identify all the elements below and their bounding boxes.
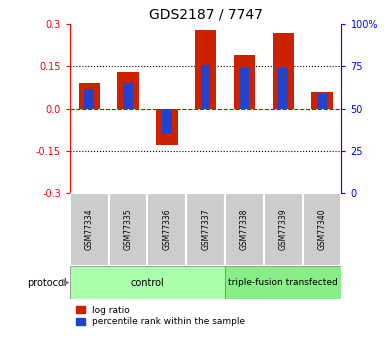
Text: GSM77337: GSM77337 — [201, 209, 210, 250]
FancyBboxPatch shape — [147, 193, 186, 266]
Bar — [240, 68, 249, 109]
FancyBboxPatch shape — [109, 193, 147, 266]
FancyBboxPatch shape — [303, 193, 341, 266]
FancyBboxPatch shape — [186, 193, 225, 266]
Bar — [78, 83, 100, 109]
FancyBboxPatch shape — [225, 193, 264, 266]
Bar — [317, 93, 327, 109]
Text: GSM77338: GSM77338 — [240, 209, 249, 250]
Bar — [279, 68, 288, 109]
Text: GSM77336: GSM77336 — [162, 209, 171, 250]
Text: triple-fusion transfected: triple-fusion transfected — [229, 278, 338, 287]
Text: protocol: protocol — [28, 278, 67, 287]
Text: GSM77340: GSM77340 — [317, 209, 327, 250]
Bar — [123, 83, 133, 109]
Bar — [272, 32, 294, 109]
Bar — [195, 30, 216, 109]
Bar — [234, 55, 255, 109]
FancyBboxPatch shape — [70, 193, 109, 266]
Bar — [201, 65, 210, 109]
Bar — [311, 92, 333, 109]
Text: GSM77335: GSM77335 — [123, 209, 133, 250]
Bar — [85, 89, 94, 109]
Title: GDS2187 / 7747: GDS2187 / 7747 — [149, 8, 263, 22]
Bar — [117, 72, 139, 109]
FancyBboxPatch shape — [264, 193, 303, 266]
Text: GSM77334: GSM77334 — [85, 209, 94, 250]
Text: control: control — [131, 278, 164, 287]
Legend: log ratio, percentile rank within the sample: log ratio, percentile rank within the sa… — [74, 304, 247, 328]
FancyBboxPatch shape — [225, 266, 341, 299]
Text: GSM77339: GSM77339 — [279, 209, 288, 250]
FancyBboxPatch shape — [70, 266, 225, 299]
Bar — [162, 109, 171, 134]
Bar — [156, 109, 177, 145]
